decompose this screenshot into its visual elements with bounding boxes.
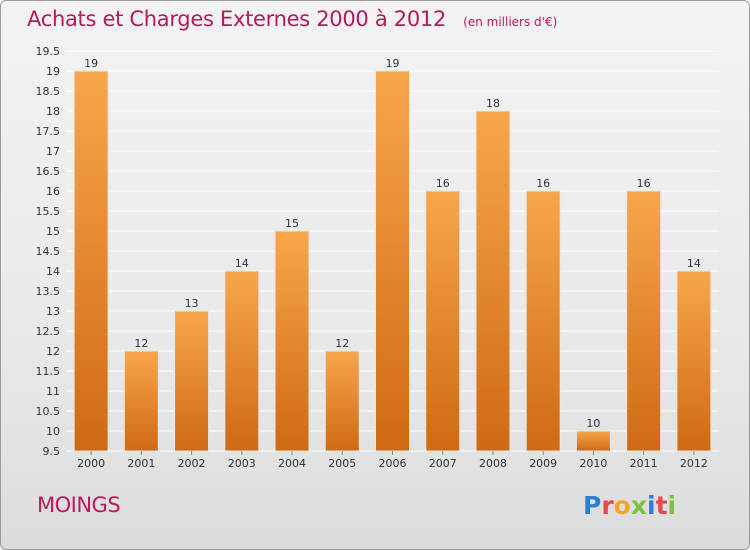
logo-letter: o [613, 491, 631, 520]
x-tick-label: 2011 [630, 457, 658, 470]
y-tick-label: 17 [46, 145, 60, 158]
bars [73, 70, 712, 452]
y-tick-label: 19 [46, 65, 60, 78]
y-tick-label: 15.5 [36, 205, 61, 218]
logo-letter: P [583, 491, 602, 520]
data-label: 12 [134, 337, 148, 350]
y-tick-label: 19.5 [36, 45, 61, 58]
data-label: 16 [536, 177, 550, 190]
x-tick-label: 2003 [228, 457, 256, 470]
y-axis-ticks: 9.5 10 10.5 11 11.5 12 12.5 13 13.5 14 14.5 15 15.5 1… [36, 45, 61, 458]
bar-2011 [626, 190, 662, 452]
bar-2002 [174, 310, 210, 452]
bar-2009 [525, 190, 561, 452]
data-label: 15 [285, 217, 299, 230]
proxiti-logo: Proxiti [583, 491, 676, 520]
data-label: 14 [687, 257, 701, 270]
data-labels: 19 12 13 14 15 12 19 16 18 16 10 16 14 [84, 57, 701, 430]
x-tick-label: 2004 [278, 457, 306, 470]
bar-2006 [375, 70, 410, 452]
bar-2004 [274, 230, 310, 452]
logo-letter: r [601, 491, 614, 520]
x-tick-label: 2000 [77, 457, 105, 470]
x-axis-ticks: 2000 2001 2002 2003 2004 2005 2006 2007 2008 2009… [77, 451, 708, 470]
y-tick-label: 10 [46, 425, 60, 438]
x-tick-label: 2010 [579, 457, 607, 470]
y-tick-label: 14 [46, 265, 60, 278]
bar-2012 [676, 270, 712, 452]
data-label: 10 [586, 417, 600, 430]
town-name: MOINGS [37, 493, 121, 517]
chart-title: Achats et Charges Externes 2000 à 2012 [27, 7, 447, 31]
y-tick-label: 13 [46, 305, 60, 318]
y-tick-label: 18.5 [36, 85, 61, 98]
data-label: 16 [637, 177, 651, 190]
y-tick-label: 11 [46, 385, 60, 398]
y-tick-label: 14.5 [36, 245, 61, 258]
data-label: 19 [84, 57, 98, 70]
x-tick-label: 2002 [178, 457, 206, 470]
x-tick-label: 2006 [379, 457, 407, 470]
bar-2007 [425, 190, 461, 452]
x-tick-label: 2009 [529, 457, 557, 470]
y-tick-label: 18 [46, 105, 60, 118]
data-label: 14 [235, 257, 249, 270]
data-label: 13 [185, 297, 199, 310]
x-tick-label: 2001 [127, 457, 155, 470]
logo-letter: x [630, 491, 647, 520]
data-label: 18 [486, 97, 500, 110]
y-tick-label: 17.5 [36, 125, 61, 138]
bar-2001 [123, 350, 159, 452]
y-tick-label: 16.5 [36, 165, 61, 178]
logo-letter: t [655, 491, 668, 520]
y-tick-label: 13.5 [36, 285, 61, 298]
data-label: 12 [335, 337, 349, 350]
title-block: Achats et Charges Externes 2000 à 2012 (… [27, 7, 557, 31]
data-label: 16 [436, 177, 450, 190]
bar-2010 [575, 430, 611, 452]
bar-2005 [324, 350, 360, 452]
y-tick-label: 16 [46, 185, 60, 198]
y-tick-label: 12.5 [36, 325, 61, 338]
bar-2003 [224, 270, 260, 452]
y-tick-label: 11.5 [36, 365, 61, 378]
bar-2000 [73, 70, 109, 452]
data-label: 19 [386, 57, 400, 70]
y-tick-label: 10.5 [36, 405, 61, 418]
x-tick-label: 2012 [680, 457, 708, 470]
x-tick-label: 2007 [429, 457, 457, 470]
y-tick-label: 9.5 [43, 445, 61, 458]
y-tick-label: 12 [46, 345, 60, 358]
x-tick-label: 2008 [479, 457, 507, 470]
y-tick-label: 15 [46, 225, 60, 238]
bar-2008 [475, 110, 511, 452]
x-tick-label: 2005 [328, 457, 356, 470]
logo-letter: i [667, 491, 677, 520]
logo-letter: i [647, 491, 656, 520]
chart-subtitle: (en milliers d'€) [463, 15, 558, 29]
